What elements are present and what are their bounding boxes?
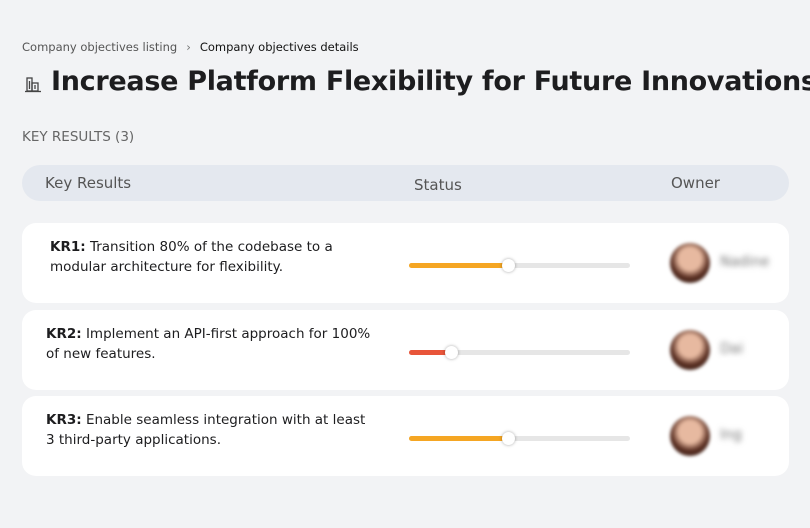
progress-track — [409, 432, 630, 445]
key-result-text: KR1: Transition 80% of the codebase to a… — [50, 237, 380, 277]
progress-knob — [502, 432, 516, 445]
progress-knob — [444, 346, 458, 359]
progress-track — [409, 259, 630, 272]
progress-fill — [409, 263, 509, 268]
building-icon — [25, 77, 41, 93]
owner-name: Nadine — [720, 254, 770, 270]
key-result-text: KR2: Implement an API-first approach for… — [46, 324, 376, 364]
key-result-label: KR1: — [50, 239, 86, 255]
key-result-label: KR2: — [46, 326, 82, 342]
page-title: Increase Platform Flexibility for Future… — [51, 66, 810, 97]
progress-fill — [409, 350, 451, 355]
breadcrumb-separator: › — [186, 40, 191, 54]
key-result-label: KR3: — [46, 412, 82, 428]
section-label: KEY RESULTS (3) — [22, 129, 135, 145]
breadcrumb-link[interactable]: Company objectives listing — [22, 40, 178, 54]
owner-avatar — [670, 330, 710, 370]
owner-name: Ing — [720, 427, 742, 443]
owner-avatar — [670, 416, 710, 456]
key-result-row[interactable]: KR3: Enable seamless integration with at… — [22, 396, 789, 476]
progress-fill — [409, 436, 509, 441]
key-result-description: Transition 80% of the codebase to a modu… — [50, 239, 333, 275]
column-header: Status — [414, 176, 462, 194]
progress-knob — [502, 259, 516, 272]
breadcrumb: Company objectives listing › Company objec… — [22, 40, 359, 54]
owner-avatar — [670, 243, 710, 283]
key-result-row[interactable]: KR2: Implement an API-first approach for… — [22, 310, 789, 390]
owner-name: Dai — [720, 341, 744, 357]
key-result-row[interactable]: KR1: Transition 80% of the codebase to a… — [22, 223, 789, 303]
progress-track — [409, 346, 630, 359]
column-header: Owner — [671, 174, 720, 192]
key-result-text: KR3: Enable seamless integration with at… — [46, 410, 376, 450]
key-result-description: Enable seamless integration with at leas… — [46, 412, 366, 448]
key-result-description: Implement an API-first approach for 100%… — [46, 326, 371, 362]
column-header: Key Results — [45, 174, 132, 192]
breadcrumb-current: Company objectives details — [199, 40, 359, 54]
table-header: Key Results Status Owner — [22, 165, 789, 201]
